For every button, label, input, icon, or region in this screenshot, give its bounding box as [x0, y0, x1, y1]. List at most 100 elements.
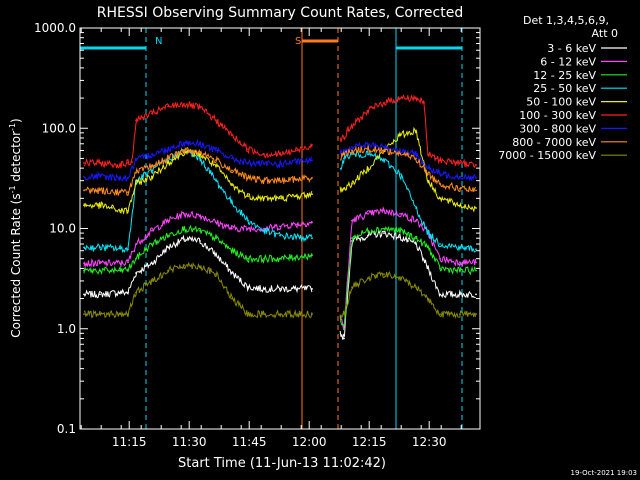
- series-7-point-13: [279, 179, 281, 182]
- series-7-point-24: [459, 187, 461, 190]
- series-0-point-22: [415, 243, 417, 245]
- series-8-point-15: [311, 313, 313, 315]
- series-0-point-4: [135, 272, 137, 274]
- series-4-point-26: [475, 207, 477, 209]
- series-0-point-9: [215, 253, 217, 256]
- series-5-point-20: [383, 101, 385, 104]
- series-1-point-0: [83, 262, 85, 265]
- series-0-point-21: [407, 240, 409, 242]
- series-4-point-9: [199, 153, 201, 156]
- series-0-point-23: [427, 267, 429, 270]
- series-8-point-1: [99, 313, 101, 315]
- series-4-point-13: [263, 197, 265, 200]
- series-2-point-9: [215, 237, 217, 240]
- series-1-point-5: [151, 229, 153, 232]
- y-tick-label-3: 100.0: [42, 121, 76, 135]
- series-7-point-15: [311, 177, 313, 179]
- series-2-point-8: [199, 229, 201, 232]
- annotation-n: N: [155, 36, 162, 47]
- series-0: [83, 229, 477, 340]
- series-8-point-22: [427, 297, 429, 300]
- series-7-point-10: [231, 169, 233, 172]
- legend-label-2: 12 - 25 keV: [533, 69, 596, 82]
- series-2-point-24: [459, 269, 461, 272]
- series-0-point-8: [199, 240, 201, 242]
- series-3-point-5: [151, 169, 153, 172]
- series-4-point-23: [427, 179, 429, 182]
- series-1-point-7: [183, 213, 185, 215]
- series-0-point-19: [383, 232, 385, 235]
- x-axis-label: Start Time (11-Jun-13 11:02:42): [178, 456, 386, 471]
- series-4-point-18: [351, 182, 353, 185]
- x-tick-label-5: 12:30: [412, 435, 447, 449]
- series-8-point-8: [199, 265, 201, 268]
- series-5-point-4: [131, 161, 133, 164]
- series-0-point-3: [127, 291, 129, 294]
- series-0-point-10: [231, 272, 233, 274]
- series-line-1: [83, 206, 477, 330]
- series-0-point-26: [475, 293, 477, 296]
- series-3-point-2: [119, 247, 121, 250]
- series-3-point-16: [343, 157, 345, 160]
- series-4-point-25: [459, 204, 461, 207]
- series-2-point-23: [439, 267, 441, 270]
- series-8-point-13: [279, 313, 281, 315]
- series-2-point-14: [295, 256, 297, 258]
- series-1-point-1: [99, 262, 101, 265]
- series-8-point-7: [183, 264, 185, 267]
- series-6-point-12: [263, 163, 265, 165]
- series-5-point-19: [367, 109, 369, 112]
- series-8-point-9: [215, 273, 217, 276]
- series-7-point-14: [295, 178, 297, 181]
- series-6-point-21: [415, 153, 417, 156]
- series-6-point-9: [215, 149, 217, 152]
- series-0-point-5: [151, 262, 153, 265]
- series-1-point-23: [439, 257, 441, 260]
- series-1-point-17: [351, 219, 353, 222]
- series-5-point-22: [415, 97, 417, 99]
- series-3-point-17: [351, 153, 353, 156]
- series-3-point-21: [415, 207, 417, 209]
- series-5-point-3: [127, 162, 129, 164]
- series-3: [83, 149, 477, 254]
- series-8-point-0: [83, 313, 85, 315]
- series-6-point-8: [199, 142, 201, 145]
- y-axis-label-exp-2: -1: [8, 123, 17, 131]
- series-4-point-5: [135, 182, 137, 185]
- series-8-point-10: [231, 297, 233, 300]
- legend-label-4: 50 - 100 keV: [526, 96, 596, 109]
- series-5-point-18: [347, 129, 349, 132]
- series-2-point-2: [119, 269, 121, 272]
- series-8-point-6: [167, 269, 169, 272]
- series-4-point-1: [99, 204, 101, 207]
- series-2-point-17: [351, 237, 353, 240]
- series-5-point-7: [167, 105, 169, 108]
- series-7-point-25: [475, 189, 477, 192]
- series-4-point-2: [111, 207, 113, 209]
- series-2-point-5: [151, 243, 153, 245]
- series-8-point-16: [343, 313, 345, 315]
- plot-frame: [79, 27, 481, 430]
- series-1: [83, 206, 477, 330]
- series-1-point-3: [127, 261, 129, 264]
- series-1-point-12: [263, 227, 265, 230]
- series-2-point-13: [279, 257, 281, 260]
- series-2-point-16: [343, 327, 345, 330]
- series-7-point-3: [127, 191, 129, 194]
- series-5-point-2: [119, 164, 121, 166]
- legend-label-0: 3 - 6 keV: [547, 42, 596, 55]
- series-2-point-19: [383, 227, 385, 230]
- series-1-point-24: [459, 261, 461, 264]
- series-6-point-19: [383, 146, 385, 148]
- series-5-point-17: [343, 137, 345, 139]
- series-0-point-6: [167, 246, 169, 249]
- y-tick-label-2: 10.0: [49, 222, 76, 236]
- series-3-point-3: [127, 248, 129, 251]
- series-6-point-2: [119, 177, 121, 179]
- series-6-point-25: [475, 177, 477, 179]
- series-5-point-24: [427, 153, 429, 156]
- series-7-point-12: [263, 179, 265, 182]
- series-8-point-23: [439, 313, 441, 315]
